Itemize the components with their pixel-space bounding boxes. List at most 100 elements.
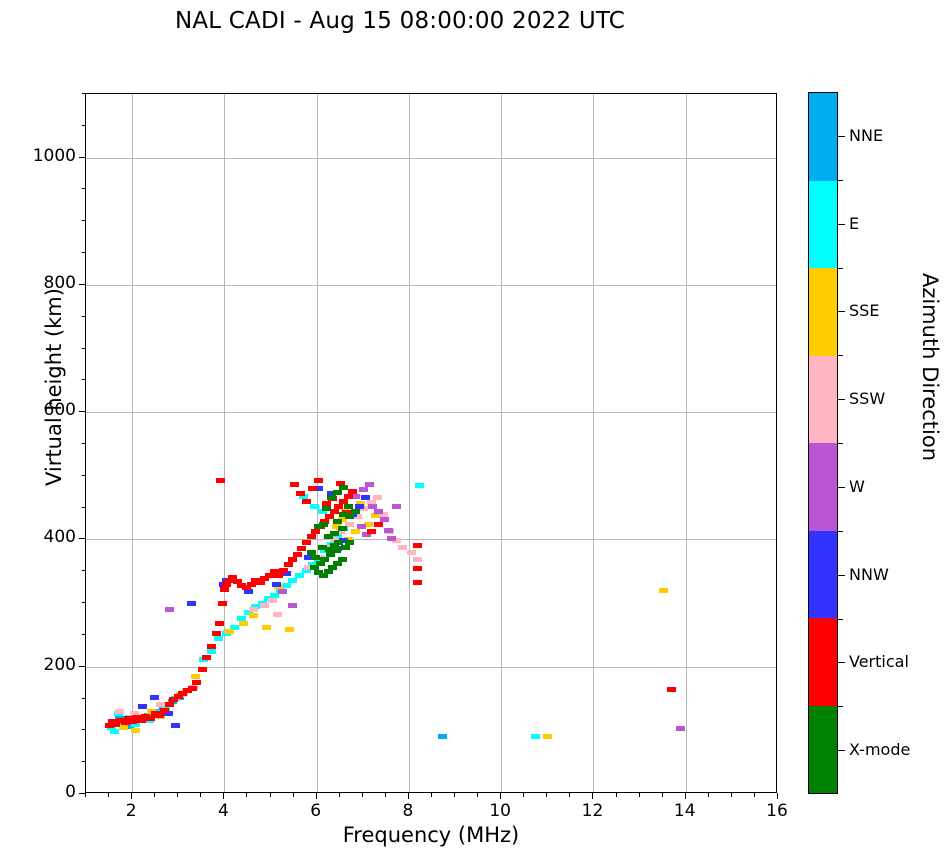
echo-mark (288, 603, 298, 609)
echo-mark (391, 503, 401, 509)
echo-mark (111, 721, 121, 727)
echo-mark (285, 627, 295, 633)
echo-mark (302, 498, 312, 504)
echo-mark (282, 571, 292, 577)
echo-mark (288, 557, 298, 563)
colorbar-tick (838, 662, 845, 664)
echo-mark (357, 524, 367, 530)
x-tick-minor (269, 793, 271, 797)
colorbar-title: Azimuth Direction (918, 272, 942, 462)
echo-mark (251, 577, 261, 583)
x-tick-minor (338, 793, 340, 797)
gridline-vertical (316, 94, 318, 792)
echo-mark (329, 543, 339, 549)
echo-mark (331, 548, 341, 554)
echo-mark (274, 572, 284, 578)
echo-mark (322, 501, 332, 507)
y-tick-major (79, 283, 85, 285)
colorbar-tick (838, 223, 845, 225)
x-tick-minor (85, 793, 86, 797)
echo-mark (296, 491, 306, 497)
colorbar-tick (838, 311, 845, 313)
echo-mark (338, 498, 348, 504)
echo-mark (131, 727, 141, 733)
colorbar-label-nne: NNE (849, 125, 884, 145)
echo-mark (368, 503, 378, 509)
x-tick-label: 2 (125, 801, 137, 821)
gridline-horizontal (86, 157, 776, 159)
plot-area (85, 93, 777, 793)
echo-mark (222, 631, 232, 637)
echo-mark (329, 536, 339, 542)
echo-mark (317, 544, 327, 550)
echo-mark (659, 587, 669, 593)
y-tick-minor (81, 633, 85, 635)
colorbar-boundary-tick (838, 530, 843, 532)
echo-mark (437, 734, 447, 740)
echo-mark (302, 567, 312, 573)
colorbar-tick (838, 486, 845, 488)
x-tick-major (592, 793, 594, 799)
echo-mark (315, 554, 325, 560)
y-tick-minor (81, 506, 85, 508)
echo-mark (146, 716, 156, 722)
y-tick-minor (81, 188, 85, 190)
echo-mark (332, 545, 342, 551)
echo-mark (351, 529, 361, 535)
echo-mark (116, 717, 126, 723)
echo-mark (105, 722, 115, 728)
echo-mark (156, 702, 166, 708)
echo-mark (337, 557, 347, 563)
echo-mark (374, 521, 384, 527)
x-tick-minor (753, 793, 755, 797)
echo-mark (230, 624, 240, 630)
echo-mark (262, 624, 272, 630)
y-tick-minor (81, 761, 85, 763)
colorbar-tick (838, 135, 845, 137)
y-tick-minor (81, 602, 85, 604)
echo-mark (338, 484, 348, 490)
echo-mark (306, 549, 316, 555)
echo-mark (414, 482, 424, 488)
y-tick-minor (81, 443, 85, 444)
echo-mark (309, 503, 319, 509)
echo-mark (325, 514, 335, 520)
echo-mark (243, 609, 253, 615)
y-tick-minor (81, 220, 85, 222)
colorbar-boundary-tick (838, 618, 843, 620)
echo-mark (331, 524, 341, 530)
echo-mark (359, 487, 369, 493)
echo-mark (325, 547, 335, 553)
echo-mark (271, 581, 281, 587)
x-tick-label: 12 (581, 801, 604, 821)
echo-mark (141, 713, 151, 719)
echo-mark (345, 539, 355, 545)
x-tick-label: 8 (402, 801, 414, 821)
echo-mark (306, 534, 316, 540)
chart-title: NAL CADI - Aug 15 08:00:00 2022 UTC (174, 8, 626, 34)
echo-mark (248, 606, 258, 612)
echo-mark (150, 711, 160, 717)
echo-mark (282, 582, 292, 588)
echo-mark (363, 521, 373, 527)
colorbar-segment (809, 268, 837, 356)
echo-mark (332, 519, 342, 525)
echo-mark (206, 643, 216, 649)
x-tick-minor (546, 793, 548, 797)
echo-mark (314, 486, 324, 492)
y-tick-minor (81, 729, 85, 731)
echo-mark (186, 600, 196, 606)
echo-mark (263, 595, 273, 601)
colorbar (808, 92, 838, 794)
x-tick-minor (477, 793, 479, 797)
colorbar-segment (809, 530, 837, 618)
echo-mark (380, 516, 390, 522)
x-tick-major (777, 793, 778, 799)
echo-mark (311, 554, 321, 560)
echo-mark (216, 478, 226, 484)
x-tick-label: 14 (673, 801, 696, 821)
echo-mark (131, 721, 141, 727)
echo-mark (366, 500, 376, 506)
echo-mark (239, 620, 249, 626)
echo-mark (309, 564, 319, 570)
